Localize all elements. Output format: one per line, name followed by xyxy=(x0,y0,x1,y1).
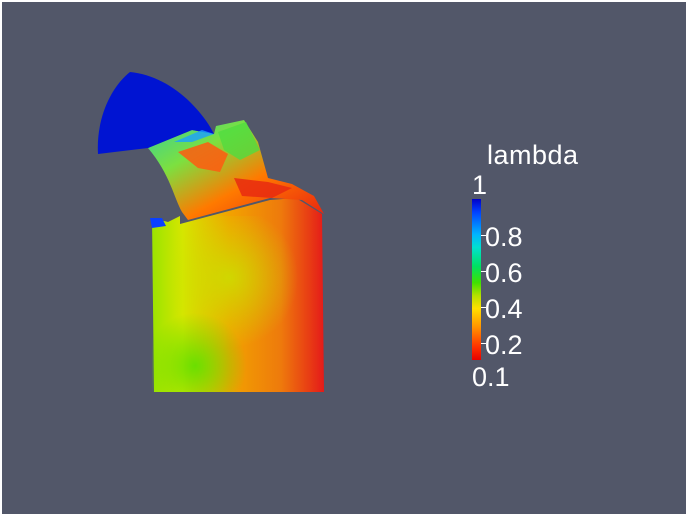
tick-mark-0-4 xyxy=(481,307,486,308)
color-scale-bar xyxy=(472,199,481,360)
blue-corner-region xyxy=(150,218,166,228)
upper-arm-region xyxy=(148,120,324,220)
tick-mark-0-8 xyxy=(481,235,486,236)
tick-label-0-6: 0.6 xyxy=(485,258,523,288)
legend-min-label: 0.1 xyxy=(472,362,510,392)
blue-cap-region xyxy=(97,72,214,154)
legend-max-label: 1 xyxy=(472,170,488,200)
tick-label-0-2: 0.2 xyxy=(485,330,523,360)
tick-label-0-8: 0.8 xyxy=(485,222,523,252)
legend-title: lambda xyxy=(487,140,579,170)
tick-mark-0-6 xyxy=(481,271,486,272)
tick-mark-0-2 xyxy=(481,343,486,344)
tick-label-0-4: 0.4 xyxy=(485,294,523,324)
